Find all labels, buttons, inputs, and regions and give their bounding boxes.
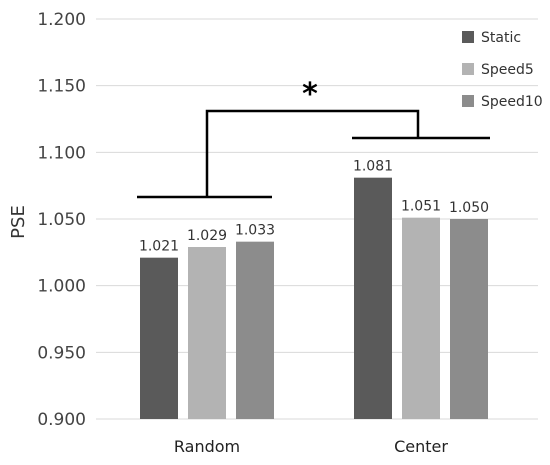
category-label: Random bbox=[174, 437, 240, 456]
legend-label: Speed10 bbox=[481, 94, 543, 110]
data-label: 1.021 bbox=[139, 239, 179, 255]
category-label: Center bbox=[394, 437, 448, 456]
y-tick-label: 0.900 bbox=[37, 410, 86, 430]
data-label: 1.033 bbox=[235, 223, 275, 239]
y-axis-label: PSE bbox=[8, 205, 29, 239]
bar-speed10-center bbox=[450, 219, 488, 419]
data-labels: 1.021 1.029 1.033 1.081 1.051 1.050 bbox=[139, 159, 489, 255]
bar-speed5-random bbox=[188, 247, 226, 419]
data-label: 1.051 bbox=[401, 199, 441, 215]
bars bbox=[140, 177, 488, 419]
significance-asterisk: * bbox=[302, 77, 318, 112]
y-axis-ticks: 0.900 0.950 1.000 1.050 1.100 1.150 1.200 bbox=[37, 10, 86, 430]
legend-label: Static bbox=[481, 30, 521, 46]
legend-swatch bbox=[462, 95, 474, 107]
legend-swatch bbox=[462, 63, 474, 75]
y-tick-label: 1.000 bbox=[37, 277, 86, 297]
legend-swatch bbox=[462, 31, 474, 43]
data-label: 1.029 bbox=[187, 228, 227, 244]
bar-speed10-random bbox=[236, 241, 274, 419]
legend: Static Speed5 Speed10 bbox=[462, 30, 543, 110]
y-tick-label: 1.100 bbox=[37, 143, 86, 163]
y-tick-label: 0.950 bbox=[37, 343, 86, 363]
data-label: 1.081 bbox=[353, 159, 393, 175]
bar-speed5-center bbox=[402, 217, 440, 419]
category-labels: Random Center bbox=[174, 437, 448, 456]
bracket-connector bbox=[205, 109, 420, 197]
y-tick-label: 1.050 bbox=[37, 210, 86, 230]
legend-label: Speed5 bbox=[481, 62, 534, 78]
bar-static-random bbox=[140, 257, 178, 419]
data-label: 1.050 bbox=[449, 200, 489, 216]
y-tick-label: 1.150 bbox=[37, 77, 86, 97]
significance-bracket bbox=[137, 109, 490, 199]
bar-static-center bbox=[354, 177, 392, 419]
y-tick-label: 1.200 bbox=[37, 10, 86, 30]
